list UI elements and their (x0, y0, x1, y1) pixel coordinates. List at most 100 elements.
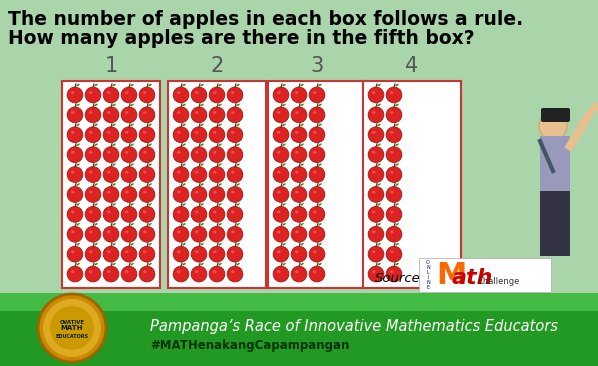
Text: 1: 1 (105, 56, 118, 76)
FancyBboxPatch shape (363, 81, 461, 288)
Ellipse shape (76, 143, 80, 146)
Ellipse shape (277, 151, 280, 154)
Ellipse shape (213, 91, 216, 94)
Circle shape (227, 147, 243, 163)
Ellipse shape (143, 131, 147, 134)
Circle shape (191, 187, 207, 202)
Circle shape (173, 107, 189, 123)
Ellipse shape (236, 143, 240, 146)
Ellipse shape (71, 191, 75, 194)
Circle shape (291, 266, 307, 282)
Circle shape (191, 107, 207, 123)
Ellipse shape (94, 124, 97, 126)
Circle shape (103, 167, 119, 183)
Ellipse shape (130, 223, 134, 225)
Ellipse shape (372, 250, 376, 253)
Ellipse shape (213, 171, 216, 173)
FancyBboxPatch shape (540, 136, 570, 196)
Ellipse shape (125, 111, 129, 114)
Circle shape (103, 87, 119, 103)
Ellipse shape (94, 84, 97, 86)
Ellipse shape (313, 171, 316, 173)
Circle shape (67, 246, 83, 262)
Ellipse shape (282, 263, 286, 265)
Ellipse shape (218, 203, 222, 206)
Circle shape (139, 187, 155, 202)
Circle shape (173, 226, 189, 242)
Circle shape (85, 226, 101, 242)
Ellipse shape (143, 171, 147, 173)
Circle shape (309, 246, 325, 262)
Ellipse shape (372, 210, 376, 213)
Ellipse shape (372, 111, 376, 114)
FancyBboxPatch shape (419, 258, 551, 292)
Ellipse shape (89, 210, 93, 213)
Ellipse shape (295, 111, 298, 114)
Circle shape (227, 87, 243, 103)
Circle shape (291, 107, 307, 123)
Circle shape (273, 187, 289, 202)
Circle shape (67, 87, 83, 103)
Ellipse shape (295, 171, 298, 173)
Ellipse shape (390, 231, 393, 233)
Circle shape (191, 206, 207, 222)
Ellipse shape (71, 171, 75, 173)
Ellipse shape (313, 231, 316, 233)
Ellipse shape (295, 151, 298, 154)
Ellipse shape (125, 191, 129, 194)
Ellipse shape (125, 231, 129, 233)
Ellipse shape (218, 143, 222, 146)
Ellipse shape (177, 191, 181, 194)
Ellipse shape (71, 250, 75, 253)
Ellipse shape (107, 270, 111, 273)
Circle shape (103, 187, 119, 202)
Circle shape (291, 167, 307, 183)
Text: 2: 2 (210, 56, 224, 76)
Ellipse shape (112, 84, 116, 86)
Ellipse shape (71, 210, 75, 213)
Circle shape (227, 127, 243, 143)
Circle shape (85, 187, 101, 202)
Circle shape (227, 167, 243, 183)
Circle shape (227, 206, 243, 222)
Ellipse shape (177, 210, 181, 213)
Ellipse shape (182, 243, 186, 246)
Circle shape (139, 107, 155, 123)
Ellipse shape (195, 151, 199, 154)
Circle shape (368, 127, 384, 143)
Circle shape (227, 226, 243, 242)
Ellipse shape (377, 223, 381, 225)
Ellipse shape (71, 91, 75, 94)
Ellipse shape (148, 203, 152, 206)
Ellipse shape (213, 231, 216, 233)
Text: #MATHenakangCapampangan: #MATHenakangCapampangan (150, 340, 349, 352)
Text: The number of apples in each box follows a rule.: The number of apples in each box follows… (8, 10, 523, 29)
Text: EDUCATORS: EDUCATORS (56, 333, 89, 339)
Circle shape (139, 246, 155, 262)
Ellipse shape (94, 203, 97, 206)
FancyBboxPatch shape (0, 294, 598, 366)
Circle shape (209, 147, 225, 163)
Circle shape (191, 147, 207, 163)
Ellipse shape (231, 210, 234, 213)
Ellipse shape (182, 183, 186, 186)
Ellipse shape (300, 263, 304, 265)
Circle shape (67, 187, 83, 202)
Ellipse shape (76, 243, 80, 246)
Circle shape (309, 87, 325, 103)
Circle shape (103, 107, 119, 123)
Circle shape (291, 87, 307, 103)
Ellipse shape (295, 210, 298, 213)
Ellipse shape (282, 143, 286, 146)
Ellipse shape (395, 183, 399, 186)
Circle shape (227, 246, 243, 262)
Ellipse shape (318, 183, 322, 186)
Ellipse shape (107, 91, 111, 94)
Ellipse shape (107, 250, 111, 253)
FancyBboxPatch shape (168, 81, 266, 288)
Ellipse shape (236, 243, 240, 246)
Circle shape (227, 187, 243, 202)
Ellipse shape (76, 104, 80, 106)
Ellipse shape (177, 111, 181, 114)
Ellipse shape (372, 191, 376, 194)
